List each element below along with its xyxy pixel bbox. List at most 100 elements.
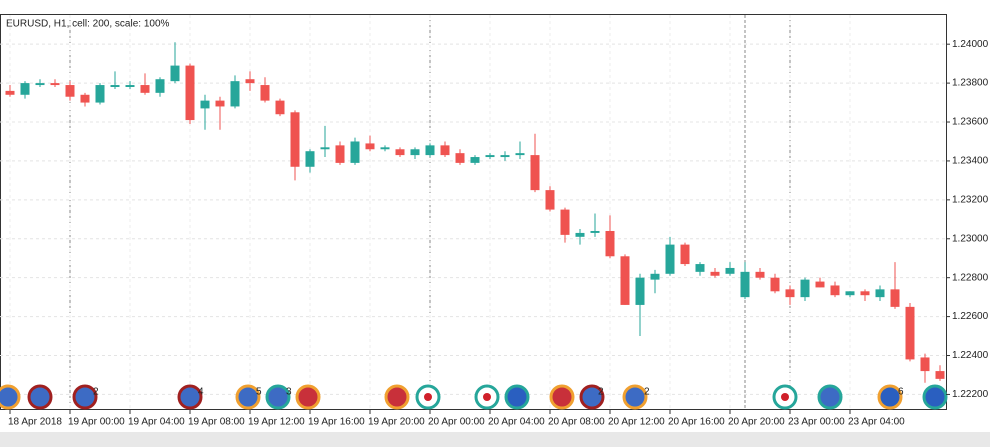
y-tick-label: 1.22400: [952, 350, 989, 361]
candle-body: [275, 100, 285, 115]
event-icon: [549, 384, 575, 410]
event-count: 5: [256, 387, 262, 398]
x-tick-label: 23 Apr 04:00: [848, 417, 905, 428]
candle-body: [725, 267, 735, 274]
candle-body: [635, 277, 645, 305]
candle-body: [935, 371, 945, 379]
event-icon: [622, 384, 648, 410]
x-tick-label: 19 Apr 12:00: [248, 417, 305, 428]
chart-title: EURUSD, H1, cell: 200, scale: 100%: [6, 19, 170, 30]
candle-body: [590, 230, 600, 233]
x-tick-label: 20 Apr 08:00: [548, 417, 605, 428]
event-icon: [877, 384, 903, 410]
candle-body: [200, 100, 210, 109]
candle-body: [455, 153, 465, 163]
candle-body: [830, 285, 840, 296]
candle-body: [890, 289, 900, 307]
plot-frame: [0, 14, 947, 410]
candle-body: [5, 90, 15, 95]
event-icon: [504, 384, 530, 410]
candle-body: [530, 155, 540, 191]
x-tick-label: 19 Apr 04:00: [128, 417, 185, 428]
y-tick-label: 1.24000: [952, 39, 989, 50]
event-count: 2: [93, 387, 99, 398]
event-icon-dot: [483, 393, 491, 401]
period-separators: [69, 15, 791, 410]
event-icon: [817, 384, 843, 410]
candle-body: [815, 281, 825, 288]
candle-body: [320, 147, 330, 150]
x-tick-label: 20 Apr 16:00: [668, 417, 725, 428]
candle-body: [440, 145, 450, 156]
candle-body: [485, 155, 495, 158]
event-icon: [295, 384, 321, 410]
candle-body: [920, 357, 930, 372]
candle-body: [125, 85, 135, 87]
candle-body: [365, 143, 375, 150]
candle-body: [215, 100, 225, 107]
candle-body: [665, 244, 675, 274]
candle-body: [695, 264, 705, 272]
candle-body: [845, 291, 855, 296]
event-icon: [177, 384, 203, 410]
candle-body: [95, 85, 105, 103]
candle-body: [905, 306, 915, 360]
event-icon: [72, 384, 98, 410]
candle-body: [620, 256, 630, 305]
candle-body: [185, 65, 195, 121]
y-tick-label: 1.23000: [952, 233, 989, 244]
x-tick-label: 20 Apr 20:00: [728, 417, 785, 428]
candle-body: [710, 271, 720, 276]
candle-body: [800, 279, 810, 298]
x-tick-label: 20 Apr 04:00: [488, 417, 545, 428]
event-count: 2: [598, 387, 604, 398]
event-icon: [265, 384, 291, 410]
event-icon: [922, 384, 948, 410]
candle-body: [755, 271, 765, 278]
event-icon-dot: [424, 393, 432, 401]
x-tick-label: 20 Apr 00:00: [428, 417, 485, 428]
candle-body: [230, 81, 240, 107]
candle-body: [335, 145, 345, 163]
x-tick-label: 23 Apr 00:00: [788, 417, 845, 428]
y-tick-label: 1.22800: [952, 272, 989, 283]
candle-body: [560, 209, 570, 235]
event-icon-dot: [781, 393, 789, 401]
candle-body: [80, 94, 90, 103]
candle-body: [260, 85, 270, 101]
y-tick-label: 1.23400: [952, 156, 989, 167]
x-tick-label: 19 Apr 16:00: [308, 417, 365, 428]
candle-body: [605, 230, 615, 257]
candle-body: [545, 190, 555, 210]
candle-body: [860, 291, 870, 296]
candle-body: [350, 141, 360, 163]
candle-body: [875, 289, 885, 298]
candle-body: [395, 149, 405, 156]
x-tick-label: 19 Apr 00:00: [68, 417, 125, 428]
event-icon: [235, 384, 261, 410]
candle-body: [740, 271, 750, 298]
x-tick-label: 19 Apr 20:00: [368, 417, 425, 428]
event-icon: [27, 384, 53, 410]
x-tick-label: 20 Apr 12:00: [608, 417, 665, 428]
candle-body: [245, 79, 255, 84]
candle-body: [680, 244, 690, 265]
event-icon: [579, 384, 605, 410]
event-icon: [0, 384, 21, 410]
candle-body: [500, 155, 510, 158]
candle-body: [65, 85, 75, 97]
candle-body: [650, 273, 660, 280]
event-count: 3: [286, 387, 292, 398]
candle-body: [170, 65, 180, 82]
candle-body: [785, 289, 795, 298]
x-tick-label: 18 Apr 2018: [8, 417, 62, 428]
candle-body: [140, 85, 150, 93]
candle-body: [470, 157, 480, 163]
y-tick-label: 1.22600: [952, 311, 989, 322]
candle-body: [290, 112, 300, 167]
event-count: 2: [644, 387, 650, 398]
y-tick-label: 1.23600: [952, 117, 989, 128]
candle-body: [50, 83, 60, 86]
candle-body: [35, 83, 45, 86]
